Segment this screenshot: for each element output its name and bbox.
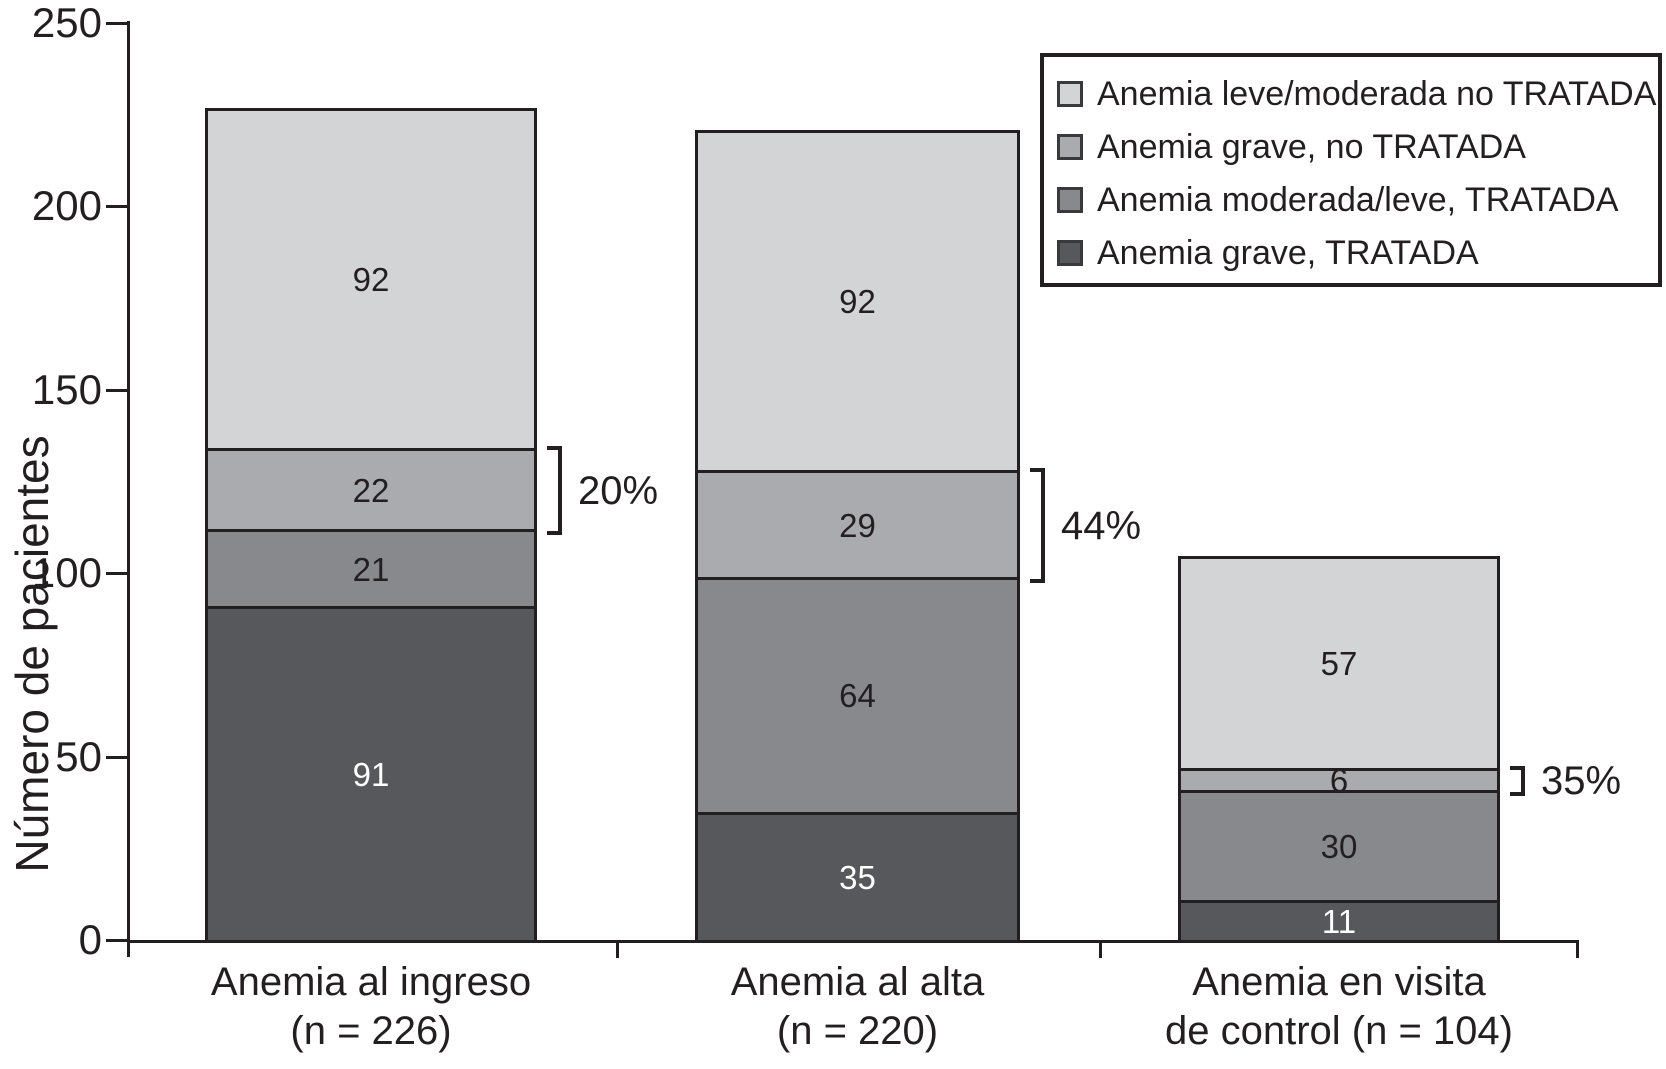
- y-tick: [106, 22, 127, 25]
- legend-item: Anemia grave, TRATADA: [1057, 233, 1658, 272]
- bar-segment-value: 29: [839, 506, 876, 544]
- x-tick: [1099, 943, 1102, 958]
- legend: Anemia leve/moderada no TRATADA Anemia gr…: [1040, 53, 1662, 287]
- bar-segment: 11: [1181, 899, 1497, 940]
- bar-segment: 92: [698, 133, 1017, 471]
- y-tick-label: 100: [31, 549, 102, 597]
- y-tick: [106, 572, 127, 576]
- bar-segment: 35: [698, 811, 1017, 940]
- y-tick-label: 0: [78, 916, 102, 963]
- pct-bracket: [1030, 468, 1045, 583]
- legend-item: Anemia moderada/leve, TRATADA: [1057, 180, 1658, 219]
- bar-segment: 57: [1181, 558, 1497, 768]
- bar-segment-value: 21: [352, 550, 390, 588]
- x-category-line: de control (n = 104): [1165, 1009, 1513, 1053]
- y-tick-label: 200: [31, 182, 102, 230]
- legend-swatch: [1057, 80, 1083, 107]
- y-tick: [106, 755, 127, 759]
- bar-segment-value: 35: [839, 858, 876, 896]
- y-tick: [106, 205, 127, 209]
- pct-bracket: [1510, 765, 1525, 796]
- y-tick-label: 50: [55, 732, 102, 780]
- bar-segment: 6: [1181, 764, 1497, 797]
- y-axis-title: Número de pacientes: [6, 435, 58, 873]
- x-category-line: Anemia al ingreso: [210, 960, 532, 1004]
- legend-label: Anemia grave, TRATADA: [1097, 233, 1479, 272]
- x-category-line: (n = 220): [776, 1009, 939, 1053]
- bar-1: 92 22 21 91: [205, 108, 537, 943]
- x-category-label: Anemia en visita de control (n = 104): [1039, 958, 1639, 1056]
- bar-segment: 91: [208, 606, 534, 940]
- bar-segment-value: 92: [352, 261, 390, 299]
- bar-3: 57 6 30 11: [1178, 555, 1500, 943]
- legend-item: Anemia grave, no TRATADA: [1057, 127, 1658, 166]
- y-tick: [106, 939, 127, 942]
- y-tick-label: 250: [31, 0, 102, 46]
- y-tick-label: 150: [31, 365, 102, 413]
- bar-segment: 92: [208, 111, 534, 449]
- bar-2: 92 29 64 35: [695, 130, 1020, 943]
- y-tick: [106, 388, 127, 392]
- x-category-label: Anemia al alta (n = 220): [558, 958, 1158, 1056]
- bar-segment-value: 22: [352, 471, 390, 509]
- x-category-label: Anemia al ingreso (n = 226): [71, 958, 671, 1056]
- x-tick: [1576, 943, 1579, 958]
- bar-segment-value: 91: [352, 756, 390, 794]
- bar-segment: 30: [1181, 789, 1497, 900]
- bar-segment-value: 30: [1320, 827, 1358, 865]
- x-category-line: (n = 226): [290, 1009, 452, 1053]
- pct-label: 20%: [578, 468, 659, 513]
- legend-label: Anemia grave, no TRATADA: [1097, 127, 1526, 166]
- bar-segment: 64: [698, 576, 1017, 812]
- x-category-line: Anemia al alta: [730, 960, 985, 1004]
- bar-segment: 29: [698, 470, 1017, 577]
- legend-item: Anemia leve/moderada no TRATADA: [1057, 74, 1658, 113]
- legend-swatch: [1057, 133, 1083, 160]
- bar-segment: 21: [208, 529, 534, 607]
- x-category-line: Anemia en visita: [1192, 960, 1486, 1004]
- bar-segment-value: 57: [1320, 644, 1358, 682]
- legend-swatch: [1057, 186, 1083, 213]
- legend-label: Anemia leve/moderada no TRATADA: [1097, 74, 1657, 113]
- pct-label: 44%: [1061, 503, 1142, 548]
- bar-segment-value: 6: [1329, 761, 1349, 799]
- x-tick: [616, 943, 619, 958]
- legend-label: Anemia moderada/leve, TRATADA: [1097, 180, 1619, 219]
- bar-segment-value: 11: [1321, 902, 1357, 940]
- pct-bracket: [547, 446, 562, 536]
- bar-segment: 22: [208, 448, 534, 530]
- bar-segment-value: 92: [839, 283, 876, 321]
- legend-swatch: [1057, 239, 1083, 266]
- y-axis: [127, 21, 130, 957]
- bar-segment-value: 64: [839, 677, 876, 715]
- pct-label: 35%: [1541, 758, 1622, 803]
